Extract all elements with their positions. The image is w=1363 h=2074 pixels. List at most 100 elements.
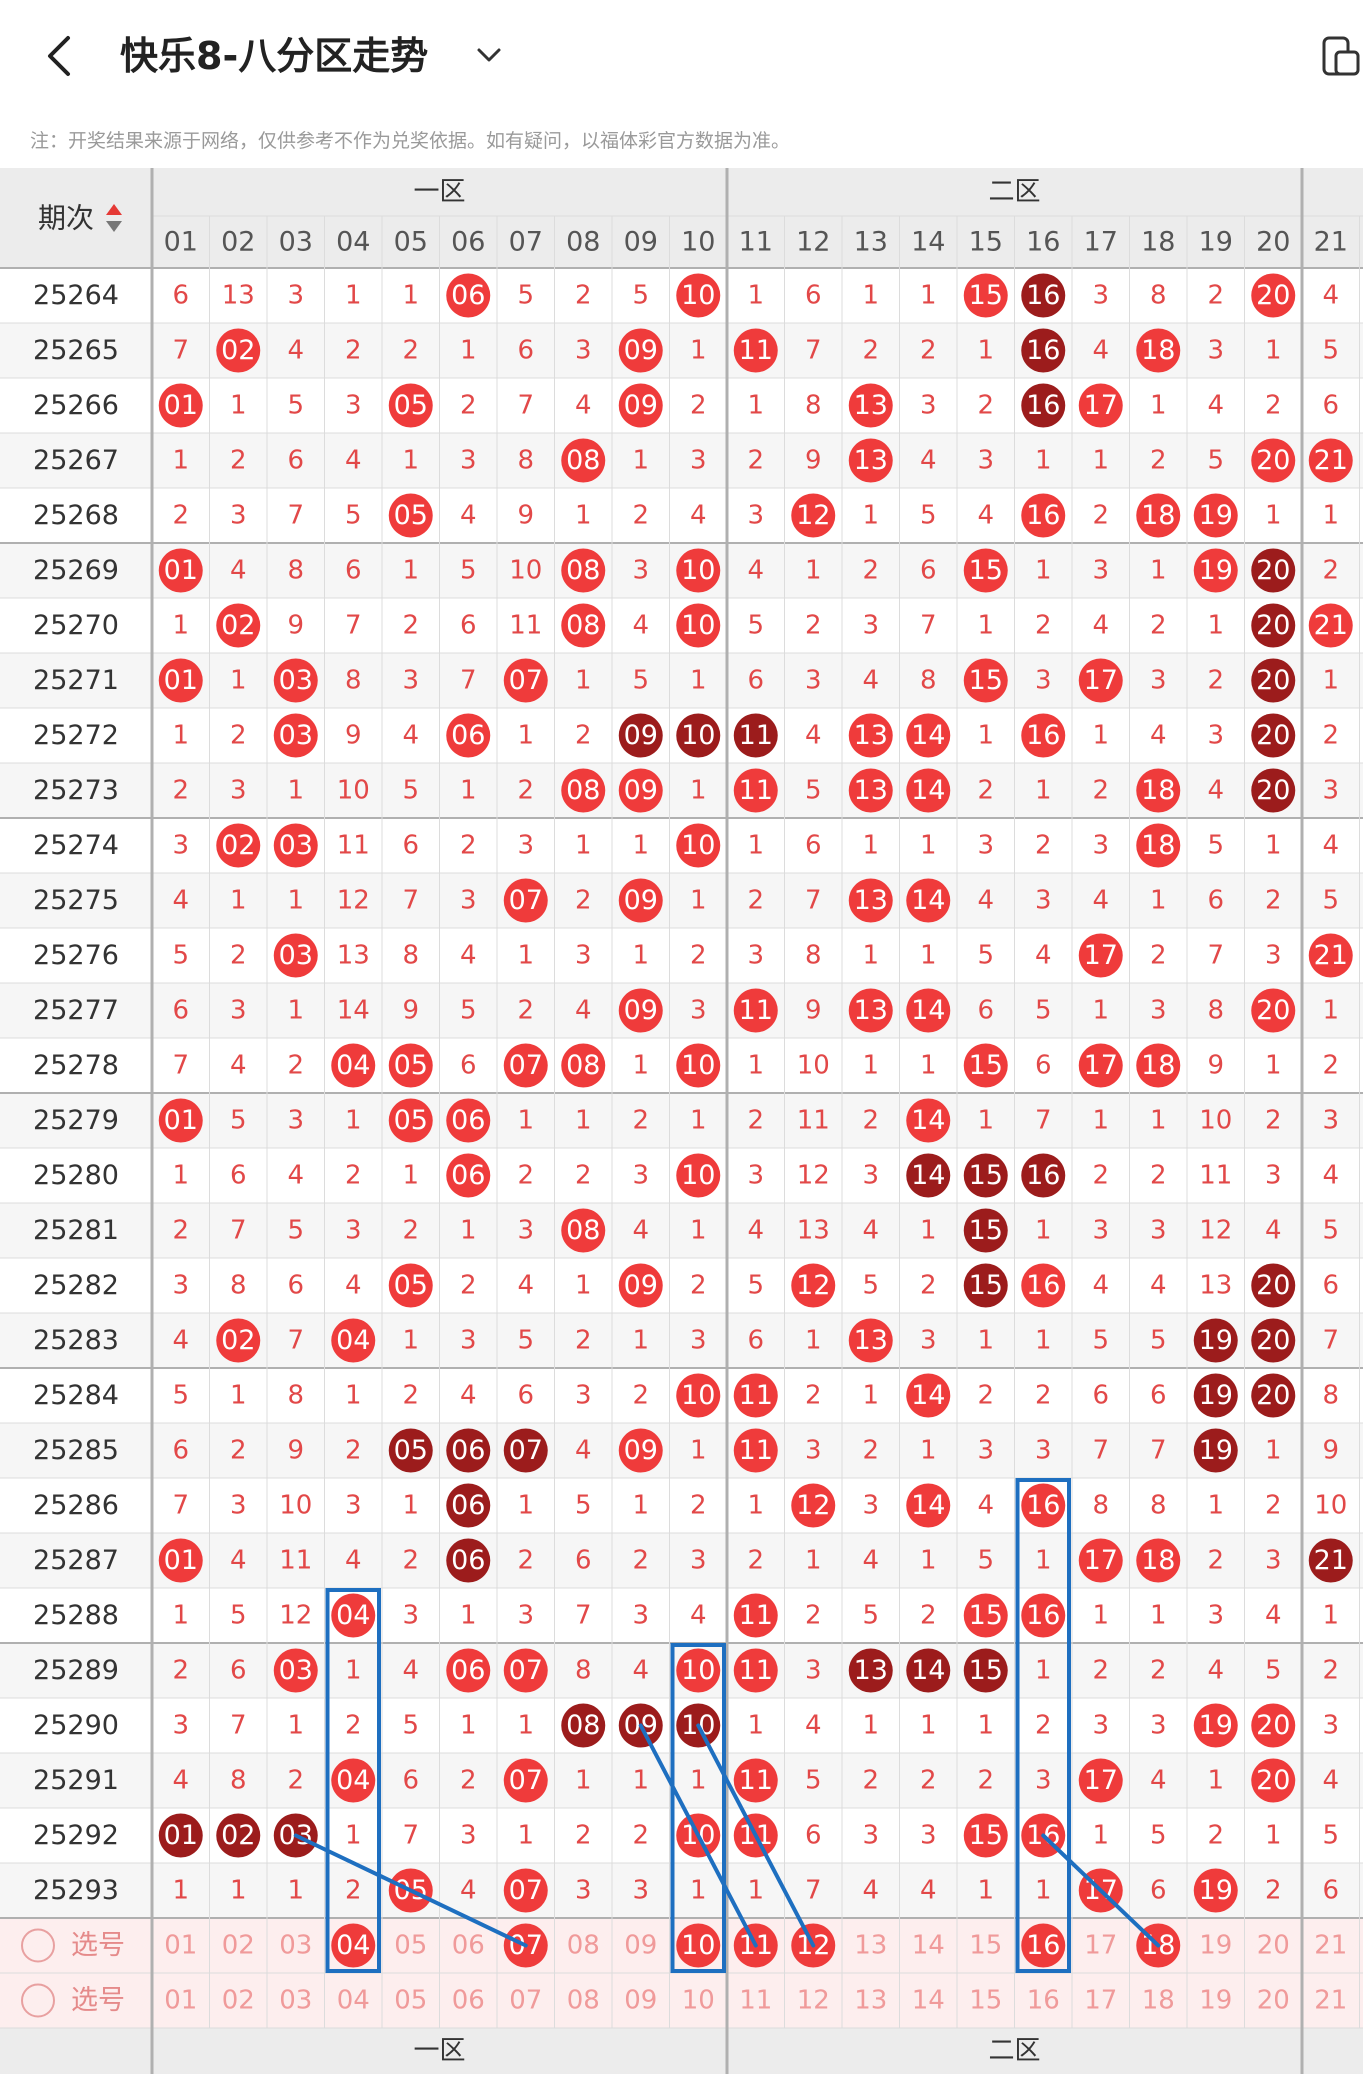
hit-number: 13 bbox=[854, 390, 888, 421]
chevron-down-icon[interactable] bbox=[474, 40, 504, 70]
hit-ball bbox=[1251, 1703, 1296, 1748]
select-number[interactable]: 01 bbox=[164, 1931, 197, 1961]
period-cell: 25292 bbox=[33, 1820, 119, 1851]
miss-count: 3 bbox=[862, 1491, 879, 1521]
miss-count: 2 bbox=[460, 831, 477, 861]
selected-ball[interactable] bbox=[1021, 1923, 1066, 1968]
select-number[interactable]: 04 bbox=[337, 1986, 370, 2016]
select-number[interactable]: 03 bbox=[279, 1931, 312, 1961]
select-number[interactable]: 02 bbox=[222, 1931, 255, 1961]
select-number[interactable]: 15 bbox=[969, 1986, 1002, 2016]
hit-ball-repeat bbox=[1021, 1153, 1066, 1198]
select-number[interactable]: 05 bbox=[394, 1931, 427, 1961]
miss-count: 1 bbox=[345, 1821, 362, 1851]
select-number[interactable]: 06 bbox=[452, 1986, 485, 2016]
hit-number: 16 bbox=[1026, 500, 1060, 531]
select-number[interactable]: 05 bbox=[394, 1986, 427, 2016]
period-cell: 25277 bbox=[33, 995, 119, 1026]
select-number[interactable]: 14 bbox=[912, 1931, 945, 1961]
miss-count: 1 bbox=[1150, 1601, 1167, 1631]
miss-count: 3 bbox=[747, 501, 764, 531]
miss-count: 1 bbox=[1092, 721, 1109, 751]
select-number[interactable]: 17 bbox=[1084, 1931, 1117, 1961]
select-number[interactable]: 13 bbox=[854, 1931, 887, 1961]
miss-count: 2 bbox=[517, 1161, 534, 1191]
select-number[interactable]: 09 bbox=[624, 1986, 657, 2016]
select-number[interactable]: 21 bbox=[1314, 1986, 1347, 2016]
miss-count: 2 bbox=[1150, 941, 1167, 971]
miss-count: 1 bbox=[747, 281, 764, 311]
device-icon[interactable] bbox=[1322, 34, 1362, 78]
select-radio[interactable] bbox=[21, 1983, 55, 2018]
miss-count: 2 bbox=[1207, 1546, 1224, 1576]
miss-count: 4 bbox=[747, 556, 764, 586]
select-number[interactable]: 20 bbox=[1257, 1986, 1290, 2016]
miss-count: 1 bbox=[632, 831, 649, 861]
select-number[interactable]: 10 bbox=[682, 1986, 715, 2016]
select-number[interactable]: 08 bbox=[567, 1931, 600, 1961]
sort-down-icon[interactable] bbox=[106, 221, 122, 232]
miss-count: 6 bbox=[287, 1271, 304, 1301]
select-number[interactable]: 16 bbox=[1027, 1986, 1060, 2016]
selected-ball[interactable] bbox=[331, 1923, 376, 1968]
miss-count: 3 bbox=[690, 1326, 707, 1356]
select-number[interactable]: 17 bbox=[1084, 1986, 1117, 2016]
select-number[interactable]: 15 bbox=[969, 1931, 1002, 1961]
hit-ball bbox=[1078, 933, 1123, 978]
select-number[interactable]: 11 bbox=[739, 1986, 772, 2016]
back-arrow-icon[interactable] bbox=[40, 28, 80, 84]
selected-ball[interactable] bbox=[676, 1923, 721, 1968]
hit-number: 16 bbox=[1026, 720, 1060, 751]
selected-number: 10 bbox=[681, 1930, 715, 1961]
miss-count: 7 bbox=[460, 666, 477, 696]
miss-count: 6 bbox=[920, 556, 937, 586]
miss-count: 3 bbox=[575, 1381, 592, 1411]
hit-ball bbox=[273, 823, 318, 868]
hit-ball-repeat bbox=[1021, 328, 1066, 373]
miss-count: 3 bbox=[920, 391, 937, 421]
hit-number: 02 bbox=[221, 610, 255, 641]
miss-count: 2 bbox=[575, 721, 592, 751]
column-header: 15 bbox=[969, 227, 1003, 258]
select-number[interactable]: 09 bbox=[624, 1931, 657, 1961]
select-number[interactable]: 01 bbox=[164, 1986, 197, 2016]
miss-count: 5 bbox=[920, 501, 937, 531]
select-number[interactable]: 14 bbox=[912, 1986, 945, 2016]
select-number[interactable]: 19 bbox=[1199, 1986, 1232, 2016]
select-number[interactable]: 21 bbox=[1314, 1931, 1347, 1961]
miss-count: 6 bbox=[805, 831, 822, 861]
select-number[interactable]: 03 bbox=[279, 1986, 312, 2016]
hit-number: 14 bbox=[911, 1655, 945, 1686]
hit-number: 13 bbox=[854, 720, 888, 751]
select-number[interactable]: 13 bbox=[854, 1986, 887, 2016]
miss-count: 3 bbox=[1035, 886, 1052, 916]
sort-up-icon[interactable] bbox=[106, 204, 122, 215]
select-number[interactable]: 18 bbox=[1142, 1986, 1175, 2016]
period-cell: 25273 bbox=[33, 775, 119, 806]
miss-count: 6 bbox=[747, 1326, 764, 1356]
miss-count: 3 bbox=[862, 1821, 879, 1851]
hit-ball-repeat bbox=[1193, 1428, 1238, 1473]
select-number[interactable]: 20 bbox=[1257, 1931, 1290, 1961]
column-header: 19 bbox=[1199, 227, 1233, 258]
select-number[interactable]: 06 bbox=[452, 1931, 485, 1961]
hit-ball bbox=[388, 1043, 433, 1088]
select-number[interactable]: 12 bbox=[797, 1986, 830, 2016]
hit-ball bbox=[503, 1648, 548, 1693]
miss-count: 9 bbox=[402, 996, 419, 1026]
select-number[interactable]: 07 bbox=[509, 1986, 542, 2016]
hit-number: 06 bbox=[451, 1105, 485, 1136]
miss-count: 2 bbox=[1265, 886, 1282, 916]
column-header: 13 bbox=[854, 227, 888, 258]
hit-ball bbox=[848, 713, 893, 758]
miss-count: 5 bbox=[230, 1601, 247, 1631]
hit-ball bbox=[1251, 988, 1296, 1033]
select-number[interactable]: 02 bbox=[222, 1986, 255, 2016]
miss-count: 12 bbox=[1199, 1216, 1232, 1246]
select-radio[interactable] bbox=[21, 1928, 55, 1963]
miss-count: 2 bbox=[1150, 446, 1167, 476]
select-number[interactable]: 08 bbox=[567, 1986, 600, 2016]
miss-count: 13 bbox=[337, 941, 370, 971]
miss-count: 1 bbox=[402, 281, 419, 311]
select-number[interactable]: 19 bbox=[1199, 1931, 1232, 1961]
